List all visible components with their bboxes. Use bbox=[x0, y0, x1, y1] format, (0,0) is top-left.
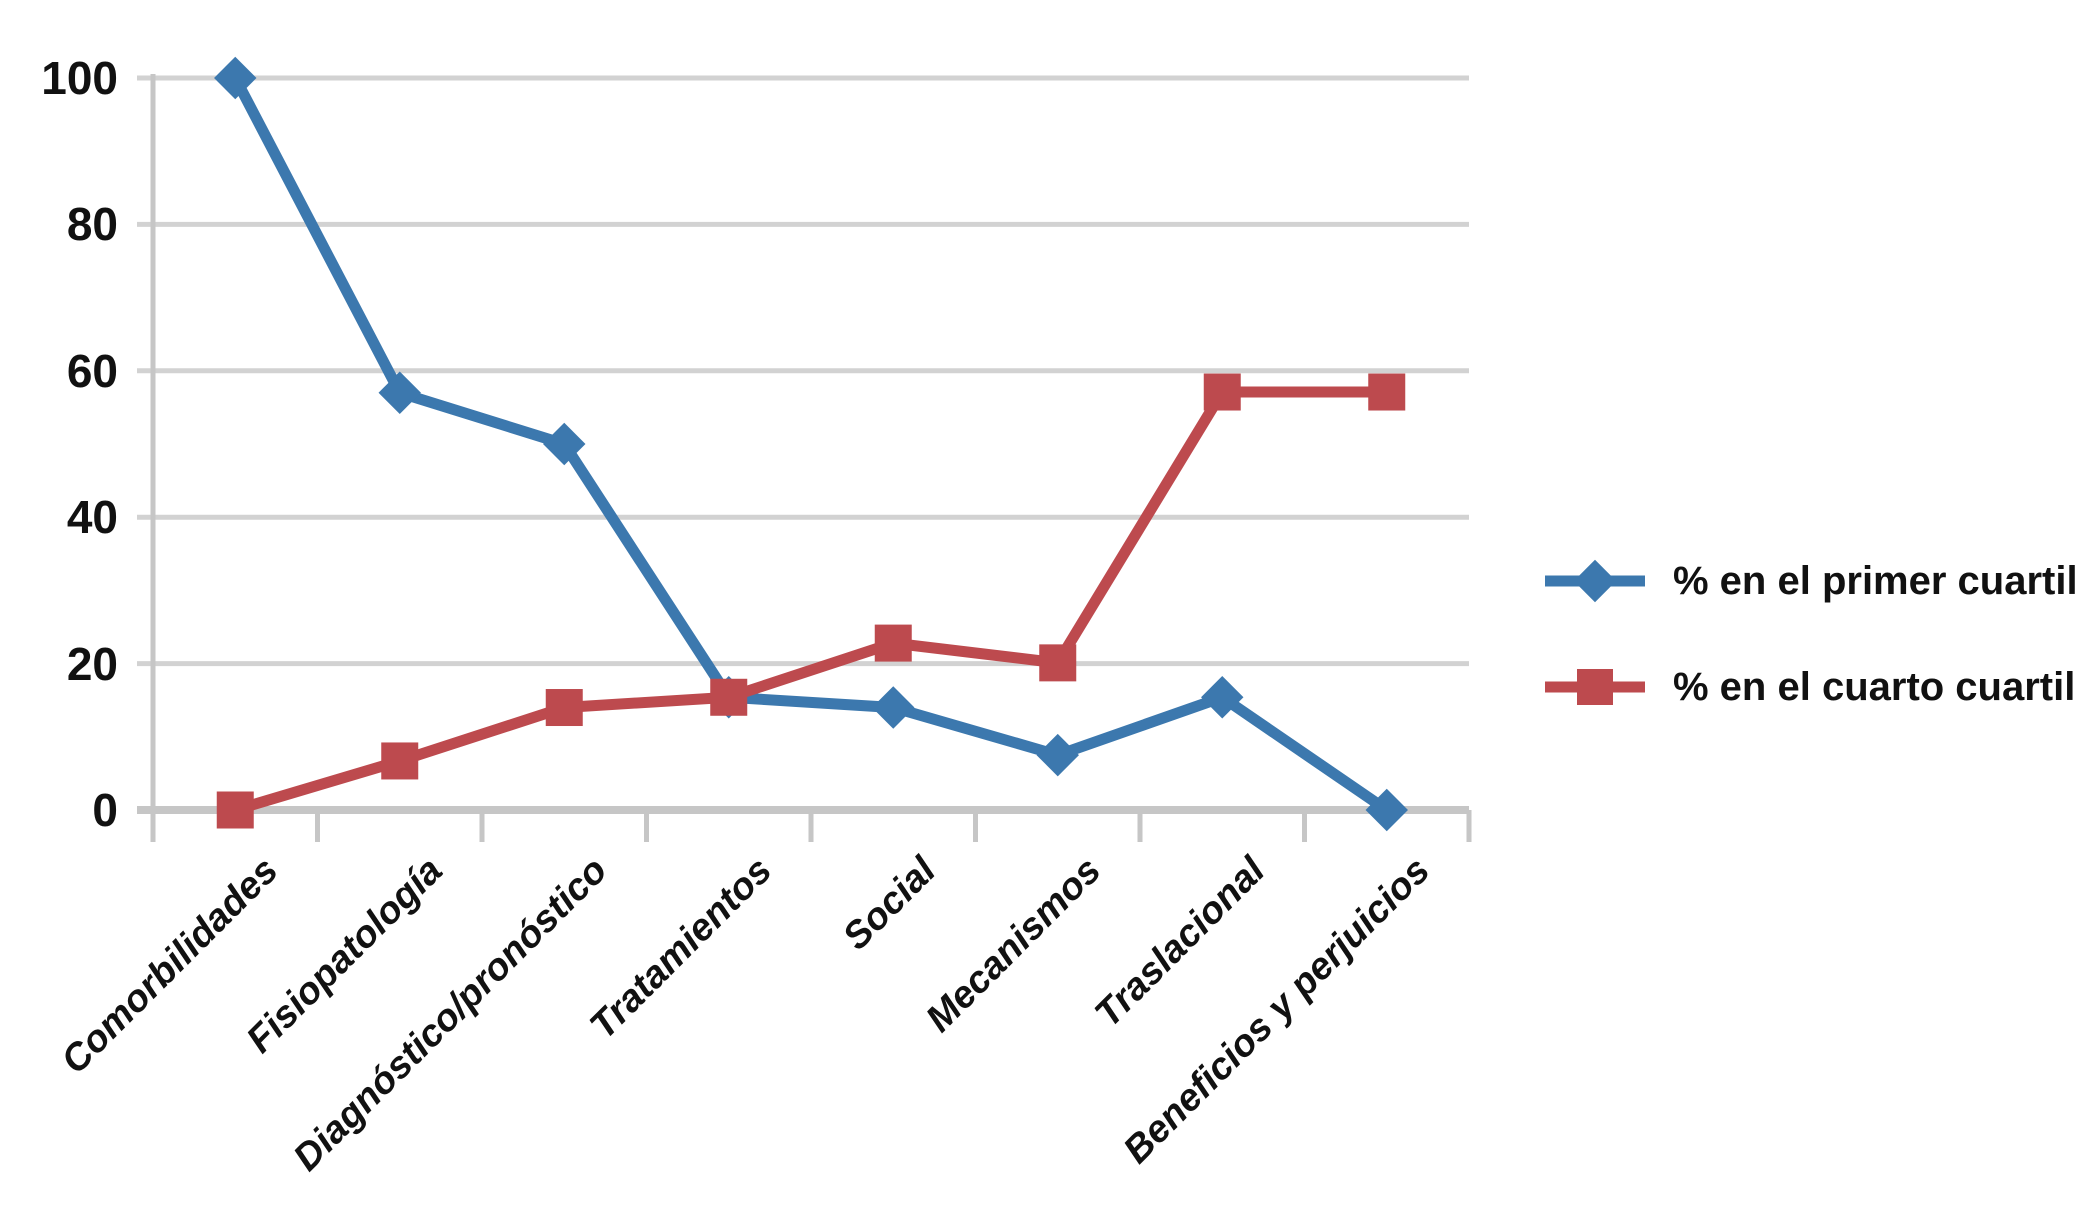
data-point-diamond bbox=[872, 686, 915, 729]
data-point-diamond bbox=[378, 371, 421, 414]
y-axis-label: 20 bbox=[66, 637, 118, 690]
data-point-square bbox=[1368, 373, 1406, 411]
data-point-square bbox=[874, 624, 912, 662]
data-point-square bbox=[1039, 644, 1077, 682]
data-point-diamond bbox=[1201, 676, 1244, 719]
data-point-diamond bbox=[214, 56, 257, 100]
y-axis-label: 80 bbox=[66, 198, 118, 251]
data-point-square bbox=[216, 791, 254, 829]
y-axis-label: 100 bbox=[41, 52, 118, 104]
data-point-square bbox=[710, 678, 748, 716]
data-point-square bbox=[545, 689, 583, 727]
series-line-0 bbox=[229, 72, 1393, 816]
y-axis-label: 0 bbox=[92, 784, 118, 836]
data-point-square bbox=[1203, 373, 1241, 411]
y-axis-label: 60 bbox=[66, 344, 118, 397]
data-point-diamond bbox=[1036, 733, 1079, 777]
data-point-square bbox=[381, 742, 419, 780]
y-axis-label: 40 bbox=[66, 491, 118, 544]
data-point-diamond bbox=[1365, 788, 1408, 832]
series-line-1 bbox=[229, 386, 1393, 816]
